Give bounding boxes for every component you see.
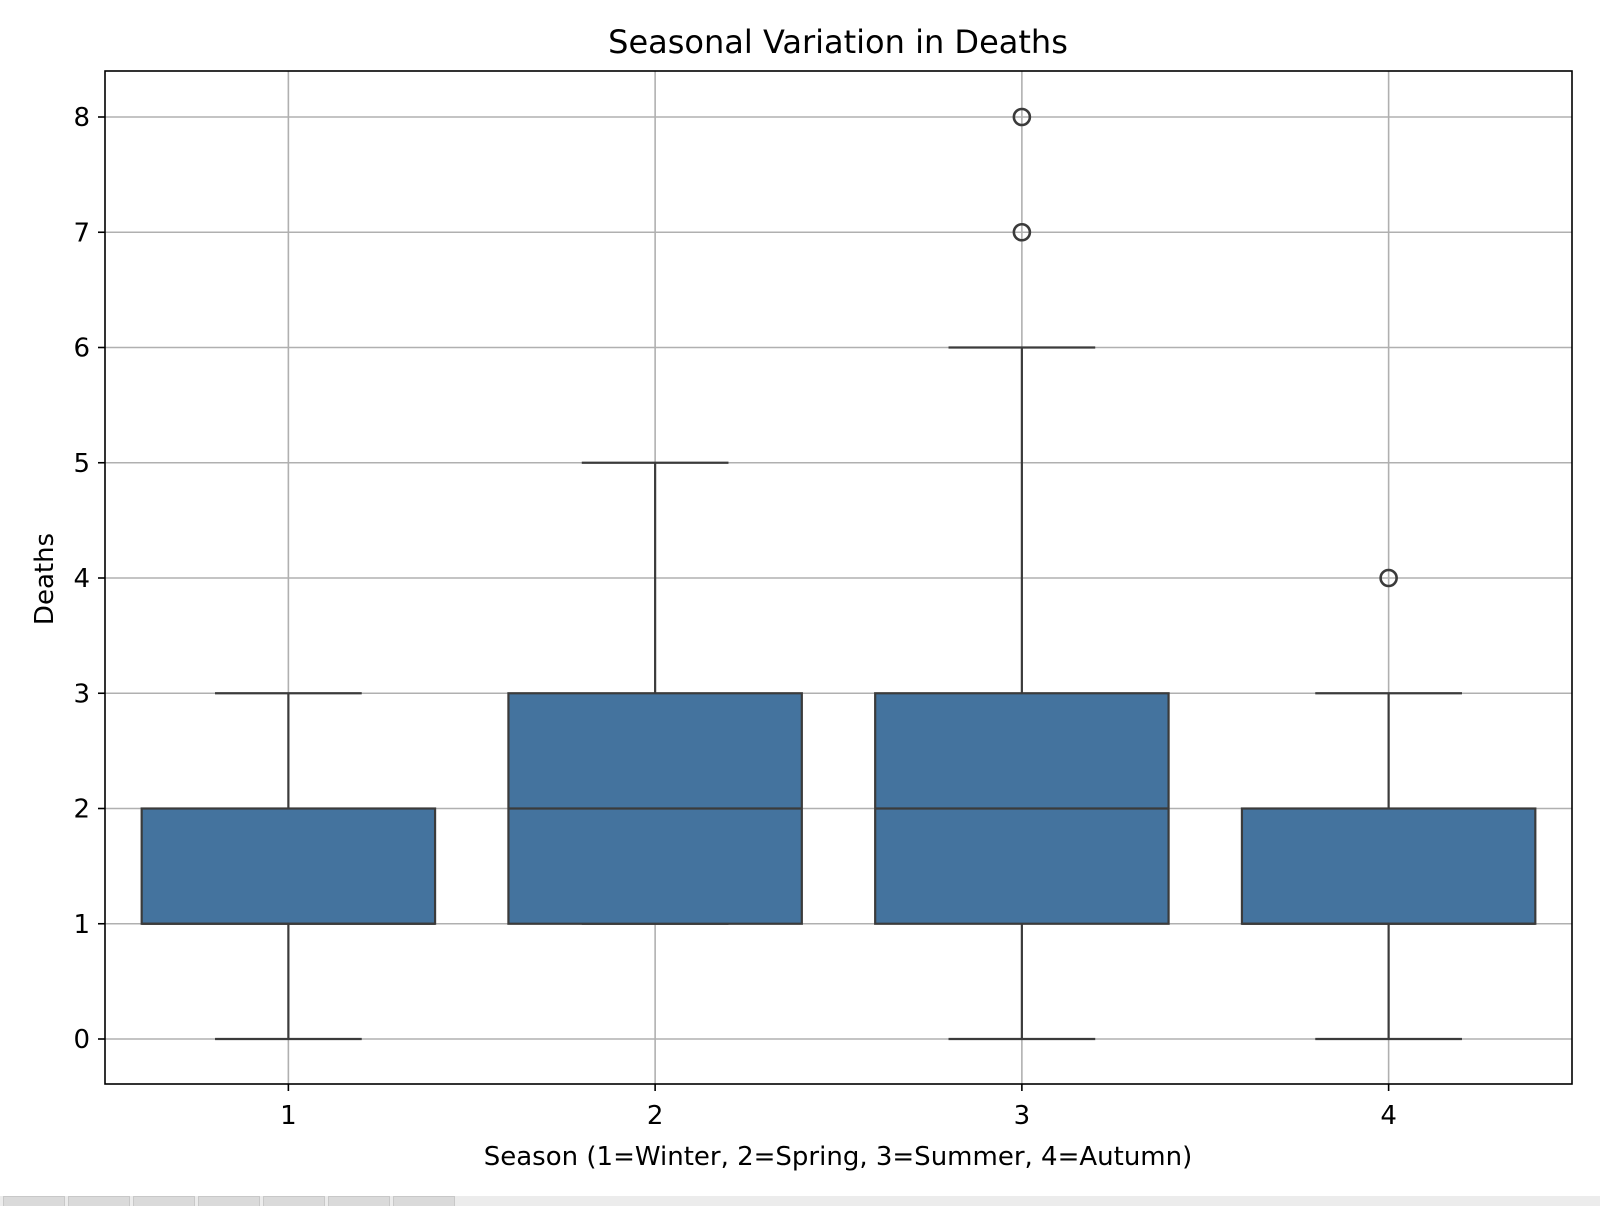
box-group-3 bbox=[874, 107, 1170, 1041]
x-tick-label: 4 bbox=[1380, 1101, 1397, 1131]
axis-ticks: 0 1 2 3 4 5 6 7 8 1 2 3 4 bbox=[73, 103, 1396, 1131]
x-tick-label: 2 bbox=[647, 1101, 664, 1131]
x-axis-label: Season (1=Winter, 2=Spring, 3=Summer, 4=… bbox=[484, 1142, 1193, 1172]
box-plot-series bbox=[140, 107, 1537, 1041]
box-group-4 bbox=[1240, 568, 1537, 1041]
x-tick-label: 3 bbox=[1014, 1101, 1031, 1131]
chart-title: Seasonal Variation in Deaths bbox=[608, 23, 1068, 61]
y-tick-label: 8 bbox=[73, 103, 90, 133]
y-tick-label: 5 bbox=[73, 449, 90, 479]
outlier-point bbox=[1012, 222, 1032, 242]
y-tick-label: 6 bbox=[73, 334, 90, 364]
x-tick-label: 1 bbox=[280, 1101, 297, 1131]
taskbar-tab[interactable] bbox=[198, 1196, 260, 1206]
box-group-1 bbox=[140, 692, 437, 1041]
y-tick-label: 1 bbox=[73, 910, 90, 940]
box-group-2 bbox=[507, 461, 803, 925]
taskbar-strip bbox=[0, 1196, 1600, 1206]
outlier-point bbox=[1379, 568, 1398, 588]
taskbar-tab[interactable] bbox=[328, 1196, 390, 1206]
taskbar-tab[interactable] bbox=[133, 1196, 195, 1206]
y-tick-label: 3 bbox=[73, 679, 90, 709]
taskbar-tab[interactable] bbox=[3, 1196, 65, 1206]
box-iqr bbox=[140, 807, 437, 925]
grid-lines bbox=[105, 71, 1572, 1084]
taskbar-tab[interactable] bbox=[68, 1196, 130, 1206]
outlier-point bbox=[1012, 107, 1032, 127]
y-tick-label: 4 bbox=[73, 564, 90, 594]
y-tick-label: 0 bbox=[73, 1025, 90, 1055]
taskbar-tab[interactable] bbox=[263, 1196, 325, 1206]
box-iqr bbox=[1240, 807, 1537, 925]
taskbar-tab[interactable] bbox=[393, 1196, 455, 1206]
y-tick-label: 7 bbox=[73, 218, 90, 248]
y-axis-label: Deaths bbox=[30, 533, 60, 625]
y-tick-label: 2 bbox=[73, 795, 90, 825]
